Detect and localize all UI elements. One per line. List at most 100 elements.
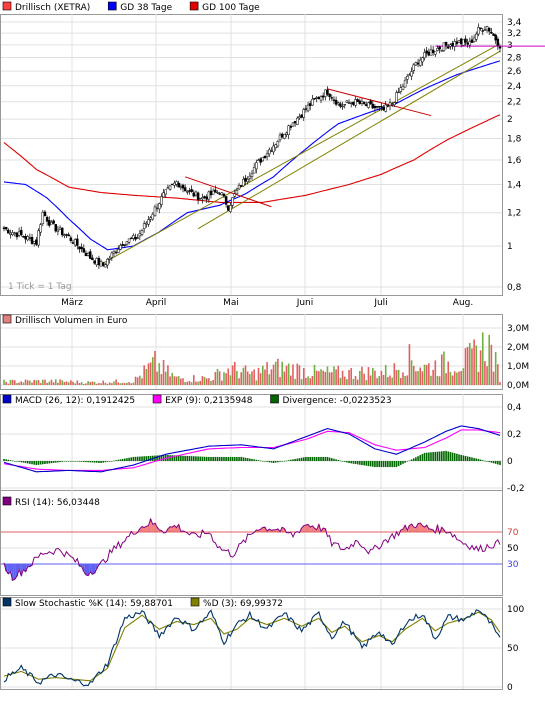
candle-body	[107, 259, 109, 265]
divergence-bar	[137, 457, 139, 461]
price-xtick-1: April	[146, 298, 167, 308]
volume-bar	[38, 380, 40, 385]
candle-body	[89, 252, 91, 259]
candle-body	[329, 94, 331, 97]
candle-body	[126, 242, 128, 245]
divergence-bar	[268, 461, 270, 462]
divergence-bar	[208, 457, 210, 461]
divergence-bar	[294, 459, 296, 461]
divergence-bar	[117, 460, 119, 461]
candle-body	[275, 145, 277, 148]
stoch-legend-swatch-1	[191, 598, 199, 606]
volume-bar	[102, 381, 104, 385]
macd-legend-label-2: Divergence: -0,0223523	[283, 396, 392, 406]
volume-bar	[3, 380, 5, 385]
candle-body	[493, 34, 495, 36]
divergence-bar	[372, 461, 374, 467]
stoch-ytick-1: 50	[507, 644, 519, 654]
candle-body	[98, 258, 100, 264]
divergence-bar	[279, 461, 281, 462]
volume-bar	[493, 372, 495, 385]
divergence-bar	[495, 461, 497, 464]
rsi-oversold-fill	[14, 564, 16, 579]
rsi-overbought-fill	[413, 527, 415, 532]
volume-bar	[307, 376, 309, 385]
divergence-bar	[357, 461, 359, 464]
divergence-bar	[223, 457, 225, 461]
volume-bar	[210, 381, 212, 385]
divergence-bar	[443, 451, 445, 461]
divergence-bar	[365, 461, 367, 466]
volume-bar	[355, 376, 357, 385]
candle-body	[128, 239, 130, 243]
candle-body	[234, 194, 236, 196]
candle-body	[201, 197, 203, 198]
divergence-bar	[346, 461, 348, 462]
candle-body	[180, 187, 182, 188]
price-ytick-0: 3,4	[507, 18, 522, 28]
divergence-bar	[182, 456, 184, 461]
divergence-bar	[243, 457, 245, 461]
volume-bar	[79, 383, 81, 385]
candle-body	[16, 233, 18, 237]
volume-bar	[398, 370, 400, 385]
volume-bar	[383, 375, 385, 385]
volume-bar	[359, 371, 361, 385]
volume-bar	[122, 383, 124, 385]
candle-body	[499, 47, 501, 48]
candle-body	[102, 263, 104, 266]
volume-bar	[46, 383, 48, 385]
divergence-bar	[450, 452, 452, 461]
volume-bar	[357, 380, 359, 385]
candle-body	[55, 224, 57, 231]
macd-legend-swatch-1	[153, 395, 161, 403]
candle-body	[251, 174, 253, 177]
candle-body	[115, 252, 117, 253]
divergence-bar	[238, 457, 240, 461]
divergence-bar	[458, 454, 460, 461]
divergence-bar	[348, 461, 350, 463]
volume-bar	[111, 383, 113, 385]
volume-bar	[25, 380, 27, 385]
divergence-bar	[3, 459, 5, 461]
volume-bar	[109, 382, 111, 385]
divergence-bar	[385, 461, 387, 467]
divergence-bar	[488, 461, 490, 462]
volume-bar	[320, 369, 322, 385]
divergence-bar	[296, 459, 298, 461]
volume-bar	[197, 382, 199, 385]
candle-body	[326, 90, 328, 94]
volume-bar	[309, 378, 311, 385]
divergence-bar	[463, 455, 465, 461]
divergence-bar	[475, 458, 477, 461]
divergence-bar	[225, 457, 227, 461]
divergence-bar	[81, 461, 83, 462]
volume-bar	[322, 371, 324, 385]
divergence-bar	[215, 457, 217, 461]
divergence-bar	[389, 461, 391, 467]
candle-body	[229, 205, 231, 211]
candle-body	[35, 240, 37, 245]
candle-body	[281, 134, 283, 137]
divergence-bar	[309, 457, 311, 461]
divergence-bar	[38, 461, 40, 465]
candle-body	[355, 99, 357, 105]
divergence-bar	[206, 457, 208, 461]
rsi-overbought-fill	[171, 527, 173, 532]
divergence-bar	[77, 461, 79, 462]
candle-body	[464, 39, 466, 43]
volume-legend-swatch-0	[3, 315, 11, 323]
macd-legend-label-1: EXP (9): 0,2135948	[165, 396, 253, 406]
volume-bar	[417, 371, 419, 385]
volume-bar	[413, 366, 415, 385]
volume-bar	[36, 380, 38, 385]
rsi-ytick-1: 50	[507, 544, 519, 554]
volume-bar	[443, 352, 445, 385]
volume-bar	[152, 357, 154, 385]
volume-bar	[40, 383, 42, 385]
volume-bar	[495, 352, 497, 385]
candle-body	[57, 230, 59, 231]
candle-body	[260, 159, 262, 163]
candle-body	[462, 40, 464, 46]
